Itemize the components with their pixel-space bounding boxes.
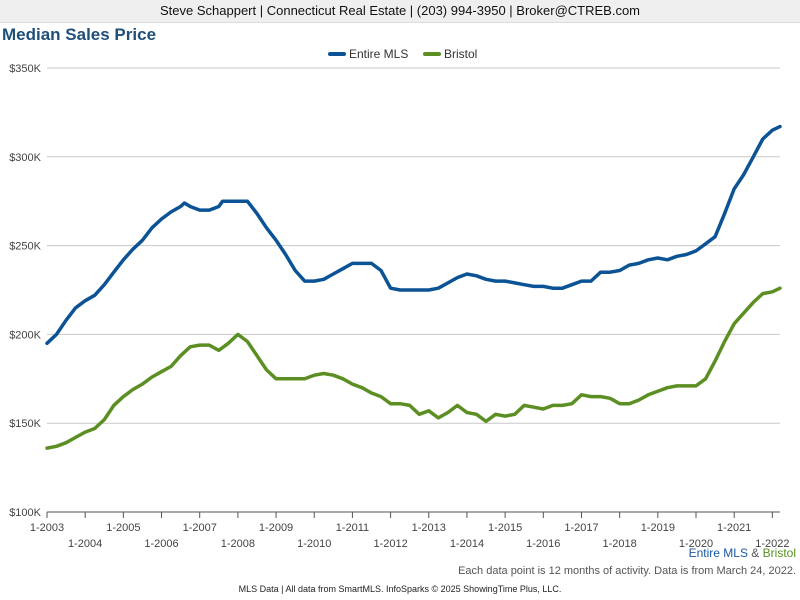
caption-entire-mls: Entire MLS — [688, 546, 748, 560]
x-tick-label: 1-2014 — [450, 538, 484, 550]
y-tick-label: $300K — [9, 152, 41, 164]
contact-line: Steve Schappert | Connecticut Real Estat… — [160, 3, 640, 18]
x-tick-label: 1-2017 — [564, 522, 598, 534]
x-tick-label: 1-2007 — [183, 522, 217, 534]
caption-ampersand: & — [751, 546, 760, 560]
x-tick-label: 1-2013 — [412, 522, 446, 534]
x-tick-label: 1-2018 — [603, 538, 637, 550]
contact-bar: Steve Schappert | Connecticut Real Estat… — [0, 0, 800, 23]
y-tick-label: $250K — [9, 241, 41, 253]
x-tick-label: 1-2005 — [106, 522, 140, 534]
x-tick-label: 1-2010 — [297, 538, 331, 550]
series-line-entire-mls — [45, 124, 782, 346]
y-tick-label: $150K — [9, 418, 41, 430]
x-tick-label: 1-2004 — [68, 538, 102, 550]
x-tick-label: 1-2009 — [259, 522, 293, 534]
x-tick-label: 1-2003 — [30, 522, 64, 534]
series-caption: Entire MLS & Bristol — [689, 546, 796, 560]
data-note: Each data point is 12 months of activity… — [458, 565, 796, 577]
legend-label-entire-mls: Entire MLS — [349, 47, 408, 61]
footer-credit: MLS Data | All data from SmartMLS. InfoS… — [238, 584, 562, 594]
y-tick-label: $100K — [9, 507, 41, 519]
series-line-bristol — [45, 286, 782, 450]
caption-bristol: Bristol — [762, 546, 796, 560]
legend-label-bristol: Bristol — [444, 47, 477, 61]
x-tick-label: 1-2015 — [488, 522, 522, 534]
x-tick-label: 1-2006 — [144, 538, 178, 550]
y-tick-label: $200K — [9, 329, 41, 341]
x-tick-label: 1-2008 — [221, 538, 255, 550]
x-tick-label: 1-2022 — [755, 538, 789, 550]
x-tick-label: 1-2016 — [526, 538, 560, 550]
x-tick-label: 1-2021 — [717, 522, 751, 534]
chart-title: Median Sales Price — [2, 25, 157, 44]
x-tick-label: 1-2011 — [336, 522, 369, 534]
x-tick-label: 1-2012 — [373, 538, 407, 550]
y-tick-label: $350K — [9, 63, 41, 75]
x-tick-label: 1-2019 — [641, 522, 675, 534]
x-tick-label: 1-2020 — [679, 538, 713, 550]
